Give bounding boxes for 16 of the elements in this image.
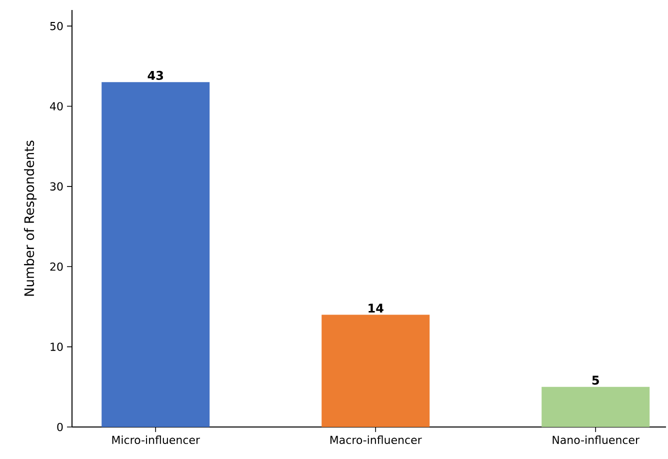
x-tick-label: Micro-influencer xyxy=(112,436,200,444)
y-tick-label: 0 xyxy=(57,422,63,432)
y-axis-title: Number of Respondents xyxy=(24,140,37,296)
x-tick-label: Macro-influencer xyxy=(330,436,422,444)
y-tick-label: 10 xyxy=(50,342,63,351)
x-tick-label: Nano-influencer xyxy=(552,436,640,444)
data-label: 43 xyxy=(148,70,163,80)
bar xyxy=(322,314,430,427)
bar xyxy=(542,386,650,427)
y-tick-label: 50 xyxy=(50,22,63,30)
y-tick-label: 20 xyxy=(50,262,63,271)
y-tick-label: 40 xyxy=(50,102,63,110)
data-label: 14 xyxy=(368,304,384,313)
data-label: 5 xyxy=(592,376,599,385)
y-tick-label: 30 xyxy=(50,182,63,191)
bar xyxy=(102,82,210,427)
